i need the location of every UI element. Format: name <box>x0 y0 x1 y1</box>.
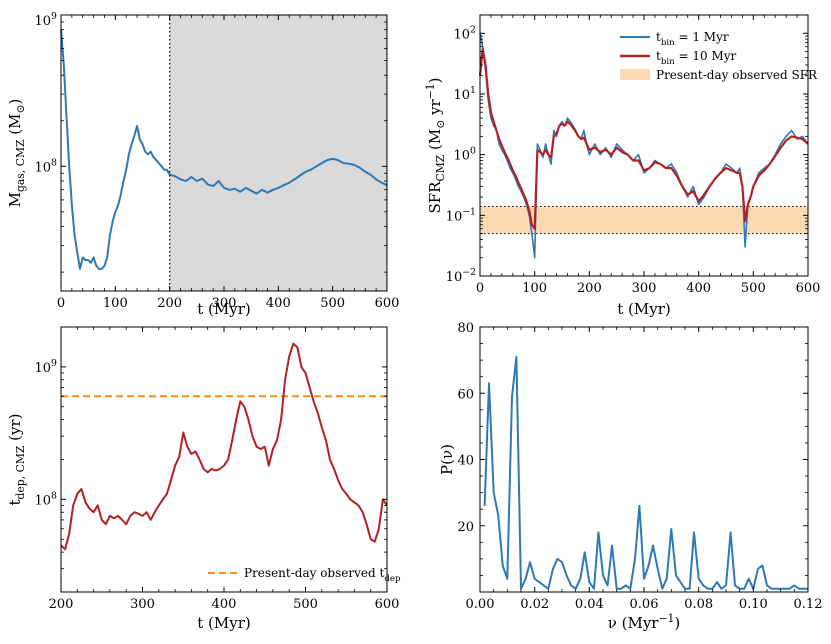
x-tick-label: 600 <box>796 281 821 296</box>
x-tick-label: 0 <box>476 281 484 296</box>
legend-label-10myr: tbin = 10 Myr <box>656 49 737 67</box>
x-tick-label: 100 <box>103 296 128 311</box>
x-tick-label: 200 <box>49 597 74 612</box>
x-tick-label: 200 <box>157 296 182 311</box>
x-tick-label: 600 <box>375 597 400 612</box>
y-tick-label: 108 <box>35 490 58 508</box>
x-tick-label: 0.00 <box>466 597 495 612</box>
x-axis-label: t (Myr) <box>197 614 251 632</box>
y-tick-label: 102 <box>454 24 477 42</box>
plot-frame <box>479 326 809 593</box>
y-tick-label: 100 <box>454 146 477 164</box>
legend-label-tdep: Present-day observed tdep <box>244 566 401 584</box>
x-tick-label: 0.06 <box>630 597 659 612</box>
y-tick-label: 40 <box>457 454 474 469</box>
tdep-line <box>60 342 388 551</box>
x-tick-label: 400 <box>686 281 711 296</box>
x-tick-label: 0 <box>57 296 65 311</box>
shaded-region <box>169 15 387 291</box>
x-axis-label: t (Myr) <box>617 300 671 318</box>
y-tick-label: 60 <box>457 387 474 402</box>
y-axis-label: SFRCMZ (M⊙ yr−1) <box>424 77 447 213</box>
x-tick-label: 0.02 <box>520 597 549 612</box>
y-tick-label: 109 <box>35 358 58 376</box>
sfr-10myr-line <box>478 47 809 230</box>
y-axis-label: tdep, CMZ (yr) <box>6 413 27 505</box>
panel-power-spectrum: 0.00 0.02 0.04 0.06 0.08 0.10 0.12 20 40 60 80 ν (M… <box>438 321 822 632</box>
panel-depletion-time: 200 300 400 500 600 108 109 t (Myr) tdep, CMZ (y… <box>6 326 401 632</box>
x-tick-label: 0.08 <box>684 597 713 612</box>
y-tick-label: 20 <box>457 520 474 535</box>
y-axis-label: Mgas, CMZ (M⊙) <box>6 99 27 208</box>
gas-mass-line <box>60 29 388 270</box>
x-tick-label: 0.04 <box>575 597 604 612</box>
y-tick-label: 109 <box>35 11 58 29</box>
y-tick-label: 10−1 <box>446 206 476 224</box>
x-tick-label: 100 <box>522 281 547 296</box>
x-axis-label: t (Myr) <box>197 300 251 318</box>
x-tick-label: 400 <box>212 597 237 612</box>
panel-sfr: 0 100 200 300 400 500 600 10−2 10−1 100 101 102 t (M… <box>424 14 821 318</box>
x-tick-label: 500 <box>320 296 345 311</box>
plot-frame <box>60 326 388 593</box>
x-tick-label: 400 <box>266 296 291 311</box>
y-tick-label: 101 <box>454 85 477 103</box>
legend-swatch-band <box>620 69 650 80</box>
legend-label-1myr: tbin = 1 Myr <box>656 30 729 48</box>
x-tick-label: 300 <box>212 296 237 311</box>
plot-frame <box>479 14 809 277</box>
x-axis-label: ν (Myr−1) <box>608 612 681 632</box>
legend-label-band: Present-day observed SFR <box>656 68 818 82</box>
y-axis-label: P(ν) <box>438 444 456 475</box>
panel-gas-mass: 0 100 200 300 400 500 600 108 109 t (Myr) Mgas, CM… <box>6 11 399 318</box>
x-tick-label: 0.12 <box>794 597 823 612</box>
y-tick-label: 108 <box>35 157 58 175</box>
x-tick-label: 300 <box>130 597 155 612</box>
x-tick-label: 200 <box>577 281 602 296</box>
x-tick-label: 0.10 <box>739 597 768 612</box>
x-tick-label: 500 <box>293 597 318 612</box>
y-tick-label: 10−2 <box>446 267 476 285</box>
y-tick-label: 80 <box>457 321 474 336</box>
x-tick-label: 300 <box>632 281 657 296</box>
x-tick-label: 500 <box>741 281 766 296</box>
x-tick-label: 600 <box>375 296 400 311</box>
power-line <box>483 355 808 590</box>
